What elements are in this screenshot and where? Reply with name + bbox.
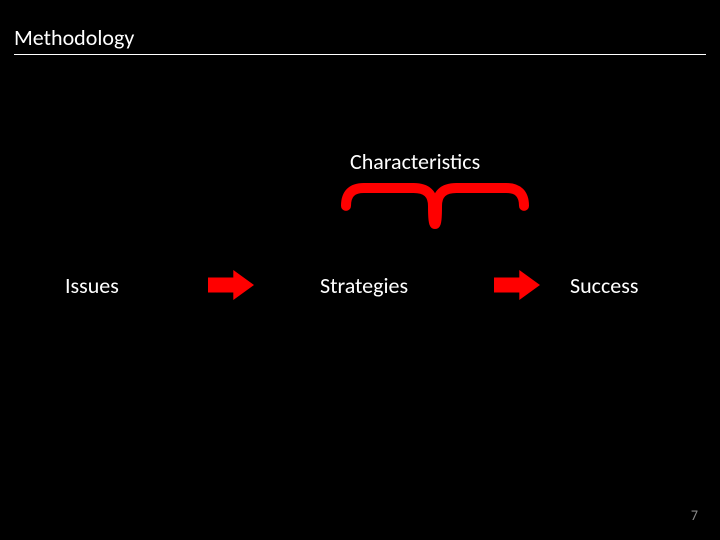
label-characteristics: Characteristics [350,148,480,175]
label-issues: Issues [65,272,119,299]
arrow-strategies-to-success [494,270,540,300]
page-number: 7 [691,507,698,524]
curly-brace-icon [336,182,534,230]
slide-title: Methodology [14,24,134,53]
slide-title-text: Methodology [14,24,134,51]
label-success: Success [570,272,638,299]
label-strategies: Strategies [320,272,408,299]
arrow-issues-to-strategies [208,270,254,300]
title-underline [14,54,706,55]
slide: Methodology Characteristics Issues Strat… [0,0,720,540]
